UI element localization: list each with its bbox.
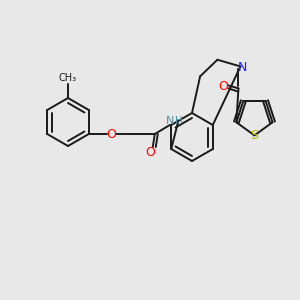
Text: H: H (175, 116, 183, 126)
Text: O: O (218, 80, 228, 93)
Text: N: N (238, 61, 247, 74)
Text: S: S (250, 129, 259, 142)
Text: N: N (166, 116, 174, 126)
Text: CH₃: CH₃ (59, 73, 77, 83)
Text: O: O (145, 146, 155, 158)
Text: O: O (106, 128, 116, 140)
